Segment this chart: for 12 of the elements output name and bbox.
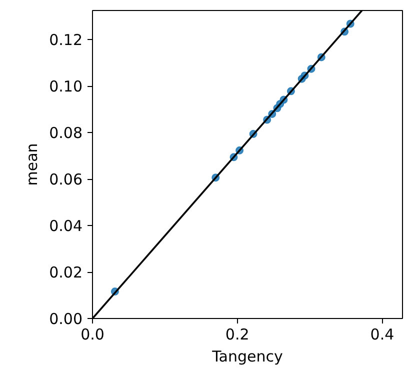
x-tick-label: 0.0 (80, 326, 104, 344)
y-tick-label: 0.02 (49, 264, 83, 282)
y-tick-label: 0.04 (49, 217, 83, 236)
x-tick-label: 0.2 (225, 326, 250, 344)
y-tick-label: 0.12 (49, 31, 83, 50)
y-tick-label: 0.08 (49, 124, 83, 142)
y-axis-title: mean (23, 143, 42, 186)
x-axis-title: Tangency (211, 348, 284, 366)
x-tick-label: 0.4 (370, 326, 394, 344)
y-tick-label: 0.10 (49, 78, 83, 96)
y-tick-label: 0.06 (49, 170, 83, 189)
y-tick-label: 0.00 (49, 310, 83, 328)
